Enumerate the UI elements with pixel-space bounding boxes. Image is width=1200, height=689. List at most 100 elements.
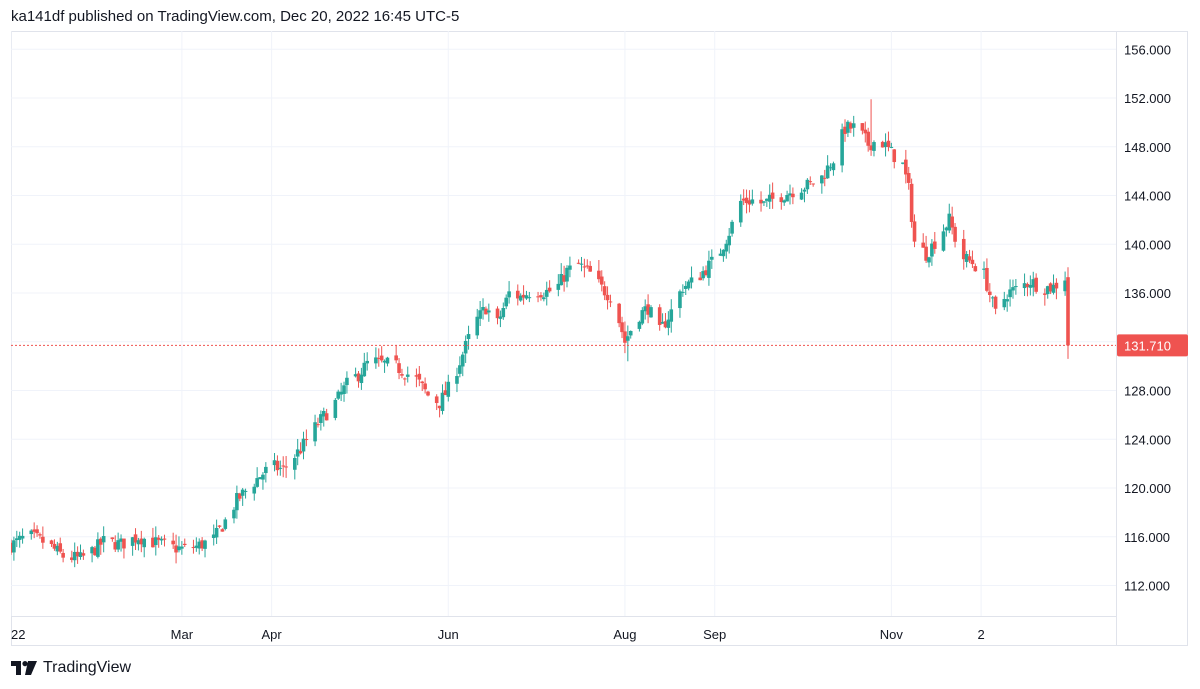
candle-body	[359, 374, 364, 384]
candle-body	[791, 193, 795, 198]
candle-body	[151, 537, 155, 548]
candle-body	[292, 458, 297, 470]
candle-body	[182, 543, 187, 545]
candle-body	[11, 542, 13, 553]
candle-body	[217, 525, 222, 527]
candle-body	[177, 546, 181, 551]
candle-body	[316, 424, 320, 426]
candle-body	[649, 307, 653, 318]
candle-body	[237, 493, 242, 499]
candle-body	[982, 268, 986, 270]
candle-body	[235, 492, 239, 511]
candle-body	[58, 543, 63, 552]
candle-body	[1066, 277, 1070, 346]
candle-body	[1014, 286, 1018, 288]
candle-body	[223, 519, 228, 529]
candle-body	[49, 540, 54, 544]
candle-body	[281, 465, 286, 467]
candle-body	[295, 449, 300, 457]
candle-body	[382, 360, 387, 363]
candle-body	[443, 390, 448, 396]
candle-body	[892, 149, 897, 163]
candle-body	[539, 295, 543, 298]
candle-body	[904, 159, 908, 175]
candle-body	[1045, 286, 1050, 295]
candle-body	[863, 129, 868, 134]
candle-body	[678, 291, 682, 309]
candle-body	[1002, 298, 1007, 308]
candle-body	[825, 165, 830, 179]
y-tick-label: 136.000	[1124, 286, 1171, 301]
candle-body	[599, 276, 604, 285]
candle-body	[724, 243, 729, 252]
price-chart[interactable]: 156.000 152.000 148.000 144.000 140.000 136.0…	[11, 31, 1188, 646]
x-tick-label: 22	[11, 627, 25, 642]
candle-body	[993, 296, 998, 309]
candle-body	[420, 381, 425, 384]
candle-body	[1054, 282, 1059, 289]
candle-body	[886, 140, 891, 148]
brand-name: TradingView	[43, 659, 132, 676]
candle-body	[113, 542, 118, 550]
candle-body	[426, 391, 430, 396]
candle-body	[515, 290, 520, 299]
candle-body	[81, 553, 86, 556]
candle-body	[304, 439, 309, 441]
candle-body	[663, 321, 668, 328]
candle-body	[35, 529, 39, 534]
candle-body	[232, 509, 236, 519]
last-price-label: 131.710	[1124, 338, 1171, 353]
candle-body	[747, 200, 752, 205]
candle-body	[718, 253, 723, 256]
candle-body	[110, 537, 115, 540]
candle-body	[507, 291, 511, 298]
candle-body	[759, 199, 763, 204]
candle-body	[29, 530, 34, 535]
tradingview-logo-icon	[11, 661, 37, 675]
candle-body	[130, 537, 135, 546]
candle-body	[944, 227, 949, 231]
candle-body	[805, 179, 810, 190]
candle-body	[628, 330, 633, 336]
candle-body	[973, 266, 978, 272]
candle-body	[840, 129, 844, 166]
candle-body	[811, 183, 815, 185]
candle-body	[191, 547, 196, 549]
candle-body	[200, 540, 204, 549]
candle-body	[906, 173, 911, 183]
x-tick-label: Jun	[438, 627, 459, 642]
candle-body	[365, 360, 369, 364]
candle-body	[504, 297, 508, 307]
candle-body	[93, 547, 97, 556]
candle-body	[275, 460, 280, 471]
candle-body	[423, 383, 427, 390]
candle-body	[681, 291, 685, 293]
candle-body	[284, 466, 288, 468]
candle-body	[376, 357, 381, 359]
footer-brand[interactable]: TradingView	[11, 656, 131, 680]
candle-body	[924, 246, 928, 261]
candle-body	[568, 265, 572, 270]
candle-body	[362, 362, 367, 377]
candle-body	[765, 198, 769, 201]
candle-body	[1005, 299, 1009, 302]
candle-body	[20, 535, 25, 539]
candle-body	[240, 489, 245, 496]
candle-body	[542, 297, 546, 300]
candle-body	[967, 256, 972, 261]
candle-body	[139, 538, 144, 545]
candle-body	[159, 538, 164, 541]
candle-body	[985, 267, 989, 291]
chart-frame[interactable]: 156.000 152.000 148.000 144.000 140.000 136.0…	[11, 31, 1188, 646]
candle-body	[460, 354, 465, 367]
candle-body	[41, 536, 45, 543]
candle-body	[782, 200, 787, 203]
candle-body	[1043, 293, 1047, 295]
candle-body	[869, 145, 873, 151]
candle-body	[620, 322, 624, 333]
candle-body	[1063, 280, 1067, 292]
candle-body	[927, 257, 931, 263]
candle-body	[527, 297, 532, 299]
candle-body	[741, 198, 746, 201]
candle-body	[374, 357, 378, 364]
